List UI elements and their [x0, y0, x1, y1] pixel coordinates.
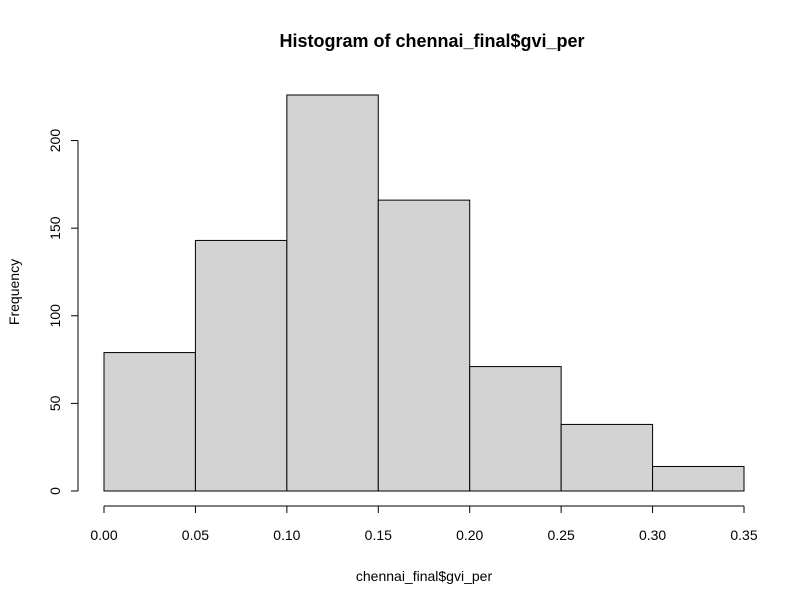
- histogram-bar-2: [286, 94, 379, 492]
- chart-title: Histogram of chennai_final$gvi_per: [279, 31, 584, 51]
- y-axis: 0 50 100 150 200: [47, 129, 79, 495]
- histogram-bars: [103, 94, 745, 492]
- x-tick-label: 0.25: [548, 527, 575, 543]
- histogram-bar-5: [560, 423, 654, 492]
- x-tick-label: 0.35: [730, 527, 757, 543]
- x-axis: 0.00 0.05 0.10 0.15 0.20 0.25 0.30 0.35: [90, 505, 758, 543]
- histogram-bar-4: [469, 366, 562, 492]
- x-tick-label: 0.05: [182, 527, 209, 543]
- y-tick-label: 0: [47, 487, 63, 495]
- x-axis-label: chennai_final$gvi_per: [356, 568, 493, 584]
- y-tick-label: 150: [47, 216, 63, 240]
- y-axis-label: Frequency: [6, 259, 22, 325]
- x-tick-label: 0.00: [90, 527, 117, 543]
- histogram-bar-6: [652, 465, 745, 492]
- x-tick-label: 0.20: [456, 527, 483, 543]
- y-tick-label: 100: [47, 304, 63, 328]
- x-tick-label: 0.15: [365, 527, 392, 543]
- x-tick-label: 0.10: [273, 527, 300, 543]
- histogram-bar-0: [103, 352, 196, 492]
- y-tick-label: 50: [47, 395, 63, 411]
- histogram-bar-1: [194, 239, 288, 492]
- histogram-bar-3: [377, 199, 471, 492]
- y-tick-label: 200: [47, 129, 63, 153]
- x-tick-label: 0.30: [639, 527, 666, 543]
